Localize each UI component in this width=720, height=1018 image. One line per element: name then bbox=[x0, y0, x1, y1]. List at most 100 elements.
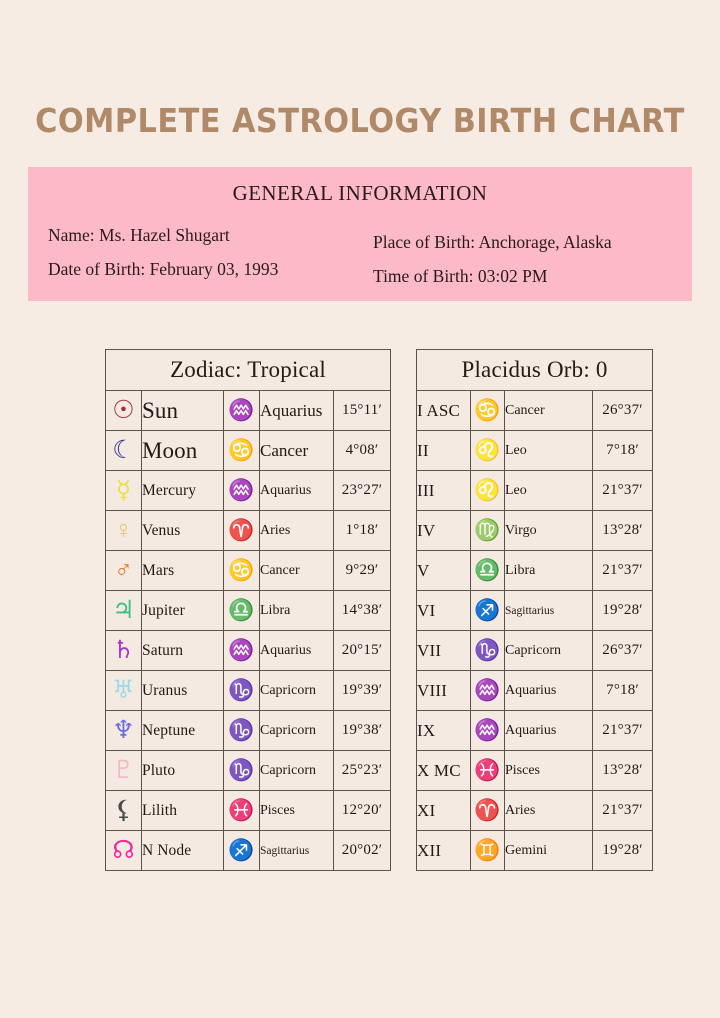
sign-glyph-cell: ♋ bbox=[223, 430, 260, 471]
sign-glyph-cell: ♒ bbox=[470, 710, 505, 751]
house-row: VIII ♒ Aquarius 7°18′ bbox=[416, 670, 654, 711]
degree-value: 1°18′ bbox=[332, 510, 392, 551]
planet-row: ☊ N Node ♐ Sagittarius 20°02′ bbox=[105, 830, 392, 871]
degree-value: 4°08′ bbox=[332, 430, 392, 471]
sun-glyph: ☉ bbox=[112, 397, 135, 424]
leo-glyph: ♌ bbox=[474, 477, 501, 502]
sign-glyph-cell: ♐ bbox=[223, 830, 260, 871]
degree-value: 26°37′ bbox=[591, 630, 654, 671]
sign-glyph-cell: ♑ bbox=[223, 710, 260, 751]
planet-name: Neptune bbox=[141, 710, 224, 751]
capricorn-glyph: ♑ bbox=[228, 677, 255, 702]
general-information-heading: GENERAL INFORMATION bbox=[232, 181, 488, 205]
planet-row: ♃ Jupiter ♎ Libra 14°38′ bbox=[105, 590, 392, 631]
planet-name: Jupiter bbox=[141, 590, 224, 631]
sign-glyph-cell: ♌ bbox=[470, 430, 505, 471]
aquarius-glyph: ♒ bbox=[228, 637, 255, 662]
aquarius-glyph: ♒ bbox=[228, 397, 255, 422]
planet-row: ♀ Venus ♈ Aries 1°18′ bbox=[105, 510, 392, 551]
sign-glyph-cell: ♒ bbox=[223, 390, 260, 431]
house-row: II ♌ Leo 7°18′ bbox=[416, 430, 654, 471]
planet-glyph-cell: ♂ bbox=[105, 550, 142, 591]
sign-name: Aquarius bbox=[259, 470, 334, 511]
planet-glyph-cell: ☉ bbox=[105, 390, 142, 431]
degree-value: 25°23′ bbox=[332, 750, 392, 791]
sign-name: Gemini bbox=[504, 830, 593, 871]
degree-value: 21°37′ bbox=[591, 550, 654, 591]
sign-glyph-cell: ♒ bbox=[223, 630, 260, 671]
degree-value: 9°29′ bbox=[332, 550, 392, 591]
planet-table-header: Zodiac: Tropical bbox=[104, 349, 392, 391]
neptune-glyph: ♆ bbox=[112, 717, 135, 744]
planet-name: Venus bbox=[141, 510, 224, 551]
sign-glyph-cell: ♑ bbox=[223, 670, 260, 711]
lilith-glyph: ⚸ bbox=[114, 797, 133, 824]
house-row: IV ♍ Virgo 13°28′ bbox=[416, 510, 654, 551]
sign-glyph-cell: ♓ bbox=[223, 790, 260, 831]
degree-value: 21°37′ bbox=[591, 470, 654, 511]
planet-row: ♅ Uranus ♑ Capricorn 19°39′ bbox=[105, 670, 392, 711]
page-title: COMPLETE ASTROLOGY BIRTH CHART bbox=[35, 101, 685, 140]
degree-value: 19°38′ bbox=[332, 710, 392, 751]
cancer-glyph: ♋ bbox=[474, 397, 501, 422]
capricorn-glyph: ♑ bbox=[228, 717, 255, 742]
sign-glyph-cell: ♋ bbox=[223, 550, 260, 591]
sign-glyph-cell: ♒ bbox=[223, 470, 260, 511]
degree-value: 20°15′ bbox=[332, 630, 392, 671]
mars-glyph: ♂ bbox=[114, 557, 133, 584]
capricorn-glyph: ♑ bbox=[228, 757, 255, 782]
house-row: III ♌ Leo 21°37′ bbox=[416, 470, 654, 511]
saturn-glyph: ♄ bbox=[112, 637, 135, 664]
libra-glyph: ♎ bbox=[228, 597, 255, 622]
sign-name: Capricorn bbox=[504, 630, 593, 671]
planet-glyph-cell: ♆ bbox=[105, 710, 142, 751]
sign-name: Cancer bbox=[259, 550, 334, 591]
moon-glyph: ☾ bbox=[112, 437, 135, 464]
cancer-glyph: ♋ bbox=[228, 557, 255, 582]
date-of-birth-field: Date of Birth: February 03, 1993 bbox=[48, 259, 279, 279]
time-of-birth-field: Time of Birth: 03:02 PM bbox=[373, 266, 548, 286]
sign-glyph-cell: ♊ bbox=[470, 830, 505, 871]
sign-name: Libra bbox=[504, 550, 593, 591]
planet-row: ☾ Moon ♋ Cancer 4°08′ bbox=[105, 430, 392, 471]
sign-name: Pisces bbox=[259, 790, 334, 831]
house-number: IV bbox=[416, 510, 471, 551]
sign-name: Aquarius bbox=[259, 630, 334, 671]
libra-glyph: ♎ bbox=[474, 557, 501, 582]
planet-glyph-cell: ☾ bbox=[105, 430, 142, 471]
degree-value: 26°37′ bbox=[591, 390, 654, 431]
degree-value: 21°37′ bbox=[591, 710, 654, 751]
planet-glyph-cell: ♃ bbox=[105, 590, 142, 631]
planet-row: ♇ Pluto ♑ Capricorn 25°23′ bbox=[105, 750, 392, 791]
aquarius-glyph: ♒ bbox=[474, 717, 501, 742]
sign-name: Aquarius bbox=[504, 710, 593, 751]
sign-name: Leo bbox=[504, 430, 593, 471]
pluto-glyph: ♇ bbox=[112, 757, 135, 784]
sign-glyph-cell: ♈ bbox=[223, 510, 260, 551]
house-number: V bbox=[416, 550, 471, 591]
sign-glyph-cell: ♓ bbox=[470, 750, 505, 791]
house-number: IX bbox=[416, 710, 471, 751]
planet-positions-table: Zodiac: Tropical ☉ Sun ♒ Aquarius 15°11′ ☾ Moo… bbox=[104, 349, 392, 871]
sign-name: Libra bbox=[259, 590, 334, 631]
degree-value: 20°02′ bbox=[332, 830, 392, 871]
degree-value: 13°28′ bbox=[591, 750, 654, 791]
house-row: X MC ♓ Pisces 13°28′ bbox=[416, 750, 654, 791]
sign-name: Aquarius bbox=[504, 670, 593, 711]
degree-value: 23°27′ bbox=[332, 470, 392, 511]
aries-glyph: ♈ bbox=[474, 797, 501, 822]
planet-row: ☿ Mercury ♒ Aquarius 23°27′ bbox=[105, 470, 392, 511]
planet-row: ♄ Saturn ♒ Aquarius 20°15′ bbox=[105, 630, 392, 671]
sign-name: Cancer bbox=[504, 390, 593, 431]
planet-name: Lilith bbox=[141, 790, 224, 831]
sign-name: Sagittarius bbox=[504, 590, 593, 631]
house-number: X MC bbox=[416, 750, 471, 791]
planet-glyph-cell: ♀ bbox=[105, 510, 142, 551]
capricorn-glyph: ♑ bbox=[474, 637, 501, 662]
aquarius-glyph: ♒ bbox=[474, 677, 501, 702]
jupiter-glyph: ♃ bbox=[112, 597, 135, 624]
sign-glyph-cell: ♑ bbox=[470, 630, 505, 671]
planet-name: Mars bbox=[141, 550, 224, 591]
house-cusps-table: Placidus Orb: 0 I ASC ♋ Cancer 26°37′ II ♌ Leo… bbox=[415, 349, 654, 871]
planet-row: ♆ Neptune ♑ Capricorn 19°38′ bbox=[105, 710, 392, 751]
